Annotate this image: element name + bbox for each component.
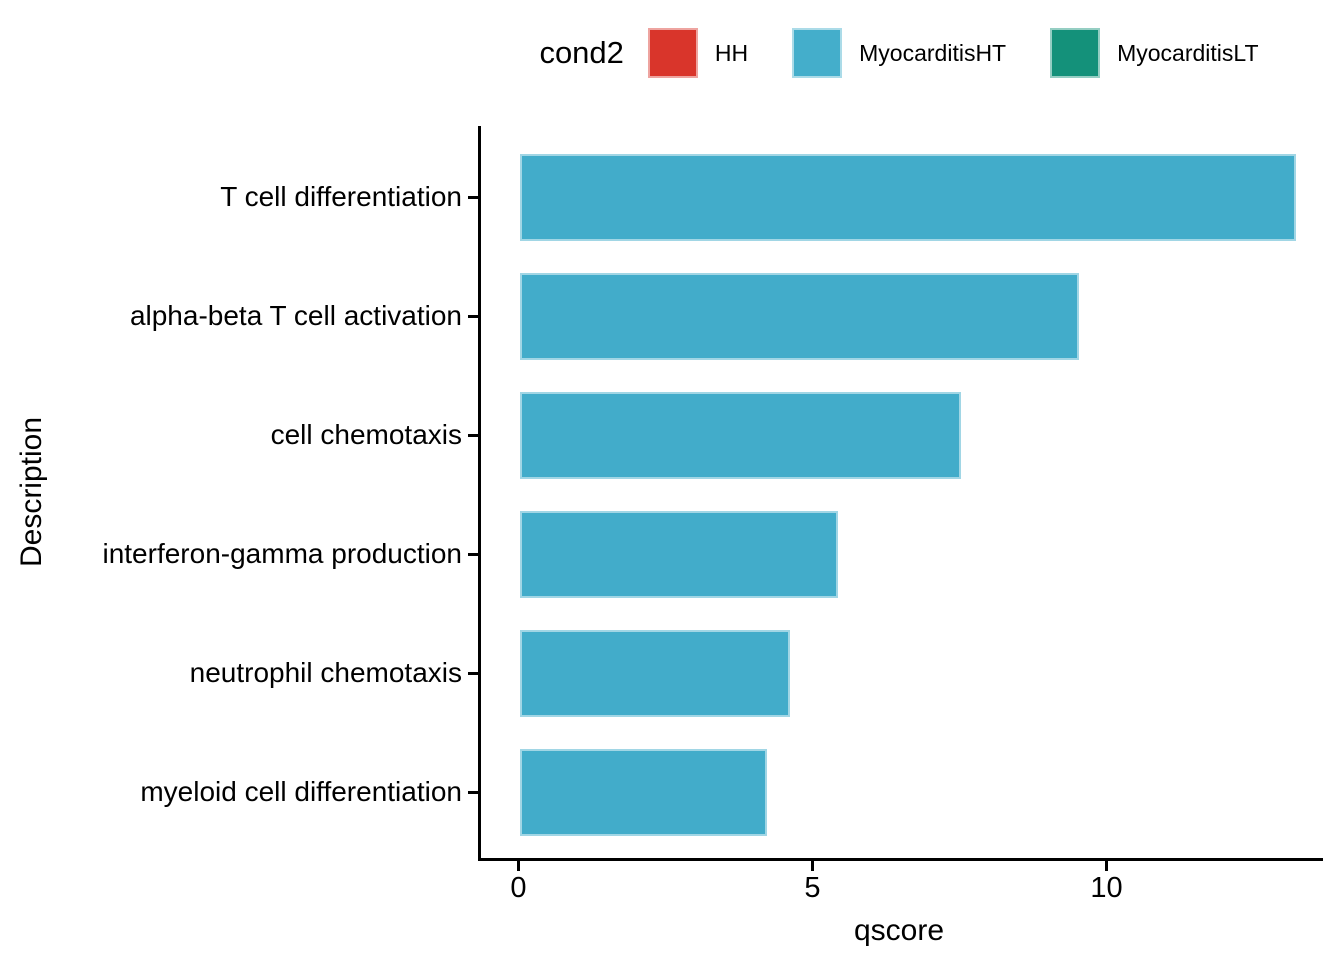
- y-tick: [468, 552, 478, 556]
- y-tick: [468, 314, 478, 318]
- legend-entry-label: MyocarditisLT: [1117, 39, 1259, 66]
- x-tick-label: 5: [804, 872, 821, 904]
- y-axis-title: Description: [15, 416, 48, 568]
- legend: cond2 HH MyocarditisHT MyocarditisLT: [478, 24, 1320, 82]
- bar: [520, 748, 767, 836]
- bar: [520, 510, 838, 598]
- y-axis-category-label: neutrophil chemotaxis: [189, 657, 462, 688]
- legend-entry-label: HH: [714, 39, 749, 66]
- y-axis-category-label: T cell differentiation: [220, 181, 462, 212]
- bar: [520, 153, 1297, 241]
- y-tick: [468, 671, 478, 675]
- x-tick-label: 0: [510, 872, 527, 904]
- x-tick: [517, 861, 520, 871]
- bar: [520, 272, 1079, 360]
- x-tick: [1105, 861, 1108, 871]
- plot-panel: [478, 126, 1323, 861]
- x-tick: [811, 861, 814, 871]
- legend-title: cond2: [539, 35, 624, 70]
- legend-color-swatch: [792, 28, 843, 78]
- bar: [520, 391, 961, 479]
- bar: [520, 629, 791, 717]
- y-axis-category-label: cell chemotaxis: [270, 419, 462, 450]
- legend-entry-label: MyocarditisHT: [859, 39, 1007, 66]
- y-tick: [468, 433, 478, 437]
- legend-items: HH MyocarditisHT MyocarditisLT: [647, 28, 1259, 78]
- legend-entry: MyocarditisHT: [792, 28, 1006, 78]
- y-axis-category-label: interferon-gamma production: [102, 538, 462, 569]
- x-axis-title: qscore: [853, 914, 945, 947]
- y-tick: [468, 195, 478, 199]
- legend-entry: HH: [647, 28, 749, 78]
- legend-color-swatch: [647, 28, 698, 78]
- y-axis-category-label: myeloid cell differentiation: [140, 776, 462, 807]
- y-axis-category-label: alpha-beta T cell activation: [129, 300, 462, 331]
- legend-entry: MyocarditisLT: [1050, 28, 1259, 78]
- legend-color-swatch: [1050, 28, 1101, 78]
- x-tick-label: 10: [1090, 872, 1123, 904]
- y-tick: [468, 790, 478, 794]
